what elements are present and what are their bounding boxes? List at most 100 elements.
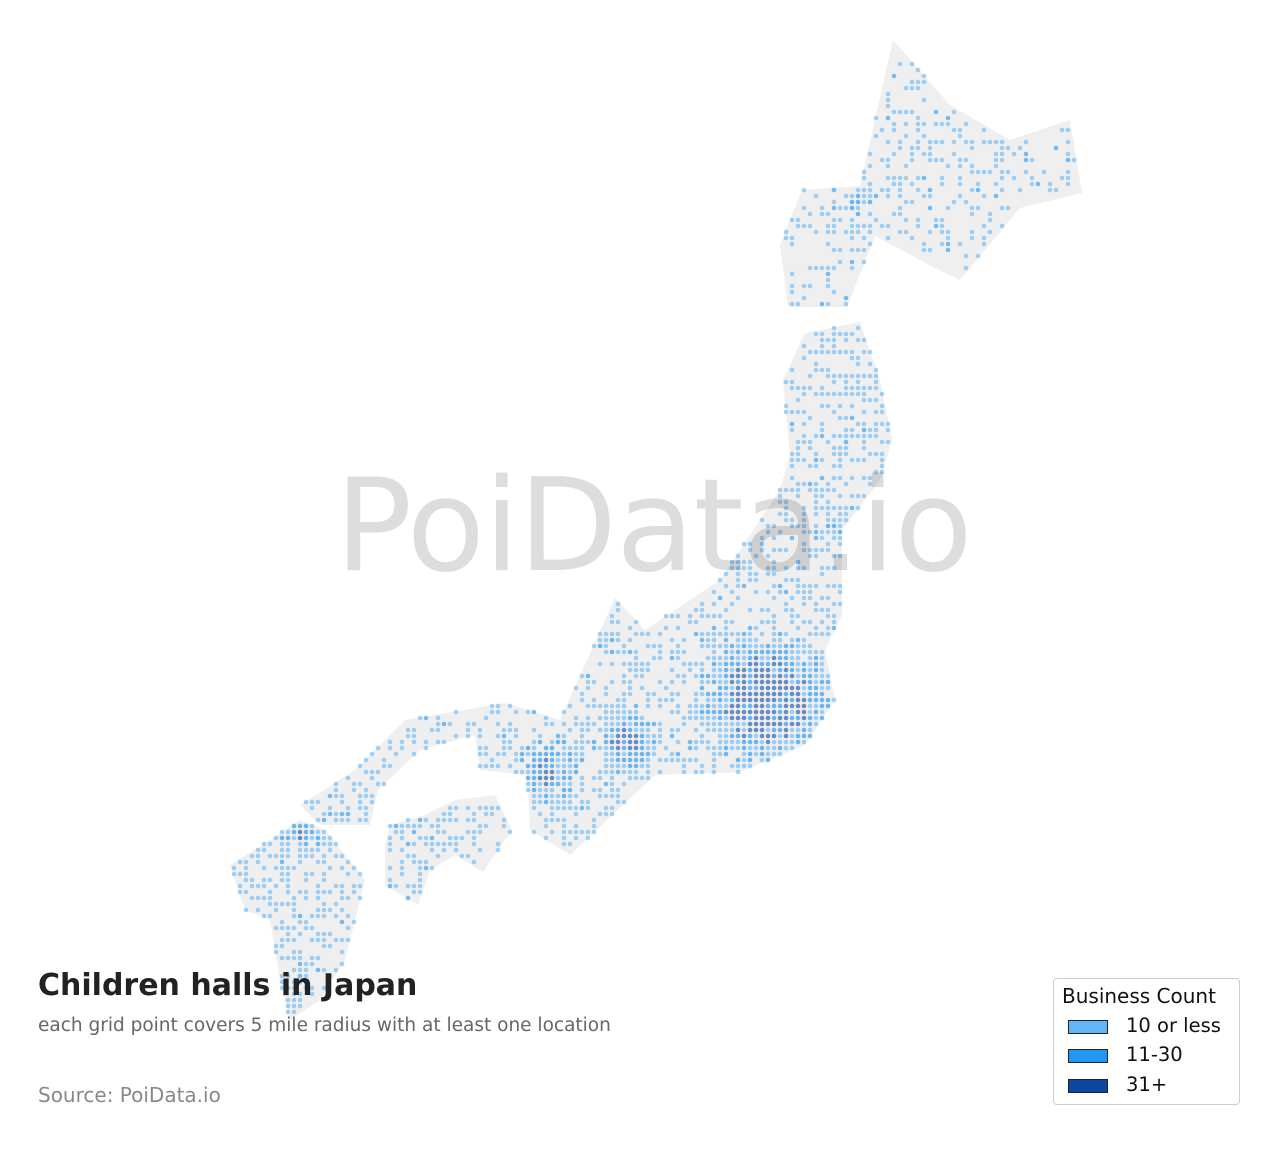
grid-point — [729, 679, 735, 685]
grid-point — [717, 709, 723, 715]
grid-point — [747, 709, 753, 715]
grid-point — [807, 595, 813, 601]
grid-point — [819, 385, 825, 391]
grid-point — [765, 697, 771, 703]
grid-point — [729, 685, 735, 691]
grid-point — [747, 763, 753, 769]
grid-point — [591, 745, 597, 751]
grid-point — [819, 493, 825, 499]
grid-point — [831, 265, 837, 271]
grid-point — [885, 91, 891, 97]
grid-point — [657, 733, 663, 739]
grid-point — [705, 727, 711, 733]
grid-point — [759, 697, 765, 703]
grid-point — [465, 805, 471, 811]
grid-point — [573, 751, 579, 757]
grid-point — [627, 769, 633, 775]
grid-point — [651, 721, 657, 727]
grid-point — [741, 679, 747, 685]
grid-point — [999, 157, 1005, 163]
grid-point — [633, 715, 639, 721]
grid-point — [717, 667, 723, 673]
grid-point — [813, 487, 819, 493]
grid-point — [783, 229, 789, 235]
grid-point — [747, 691, 753, 697]
grid-point — [825, 499, 831, 505]
grid-point — [237, 859, 243, 865]
grid-point — [879, 451, 885, 457]
grid-point — [303, 847, 309, 853]
grid-point — [405, 823, 411, 829]
grid-point — [921, 241, 927, 247]
grid-point — [789, 463, 795, 469]
grid-point — [849, 415, 855, 421]
grid-point — [795, 301, 801, 307]
grid-point — [435, 739, 441, 745]
grid-point — [657, 631, 663, 637]
grid-point — [831, 379, 837, 385]
grid-point — [315, 937, 321, 943]
grid-point — [327, 943, 333, 949]
grid-point — [735, 661, 741, 667]
grid-point — [711, 673, 717, 679]
grid-point — [645, 691, 651, 697]
grid-point — [489, 703, 495, 709]
grid-point — [795, 409, 801, 415]
grid-point — [687, 661, 693, 667]
grid-point — [705, 673, 711, 679]
grid-point — [789, 673, 795, 679]
grid-point — [645, 703, 651, 709]
grid-point — [723, 631, 729, 637]
grid-point — [741, 655, 747, 661]
grid-point — [633, 775, 639, 781]
grid-point — [609, 751, 615, 757]
grid-point — [801, 481, 807, 487]
grid-point — [855, 199, 861, 205]
grid-point — [777, 715, 783, 721]
grid-point — [837, 433, 843, 439]
grid-point — [801, 541, 807, 547]
grid-point — [837, 445, 843, 451]
grid-point — [543, 817, 549, 823]
grid-point — [345, 913, 351, 919]
grid-point — [549, 769, 555, 775]
grid-point — [789, 475, 795, 481]
grid-point — [279, 955, 285, 961]
grid-point — [489, 757, 495, 763]
grid-point — [267, 877, 273, 883]
grid-point — [801, 649, 807, 655]
grid-point — [873, 115, 879, 121]
grid-point — [951, 199, 957, 205]
grid-point — [561, 739, 567, 745]
grid-point — [801, 409, 807, 415]
grid-point — [687, 745, 693, 751]
grid-point — [357, 871, 363, 877]
grid-point — [627, 727, 633, 733]
grid-point — [903, 217, 909, 223]
grid-point — [633, 709, 639, 715]
grid-point — [843, 451, 849, 457]
grid-point — [909, 109, 915, 115]
grid-point — [843, 445, 849, 451]
grid-point — [525, 775, 531, 781]
grid-point — [795, 739, 801, 745]
grid-point — [351, 865, 357, 871]
grid-point — [261, 877, 267, 883]
grid-point — [549, 787, 555, 793]
grid-point — [759, 709, 765, 715]
grid-point — [801, 709, 807, 715]
grid-point — [1011, 151, 1017, 157]
grid-point — [999, 139, 1005, 145]
grid-point — [711, 625, 717, 631]
grid-point — [297, 955, 303, 961]
grid-point — [843, 415, 849, 421]
grid-point — [765, 679, 771, 685]
grid-point — [957, 241, 963, 247]
grid-point — [597, 637, 603, 643]
grid-point — [441, 847, 447, 853]
grid-point — [861, 235, 867, 241]
grid-point — [699, 667, 705, 673]
grid-point — [789, 649, 795, 655]
grid-point — [285, 997, 291, 1003]
grid-point — [753, 589, 759, 595]
